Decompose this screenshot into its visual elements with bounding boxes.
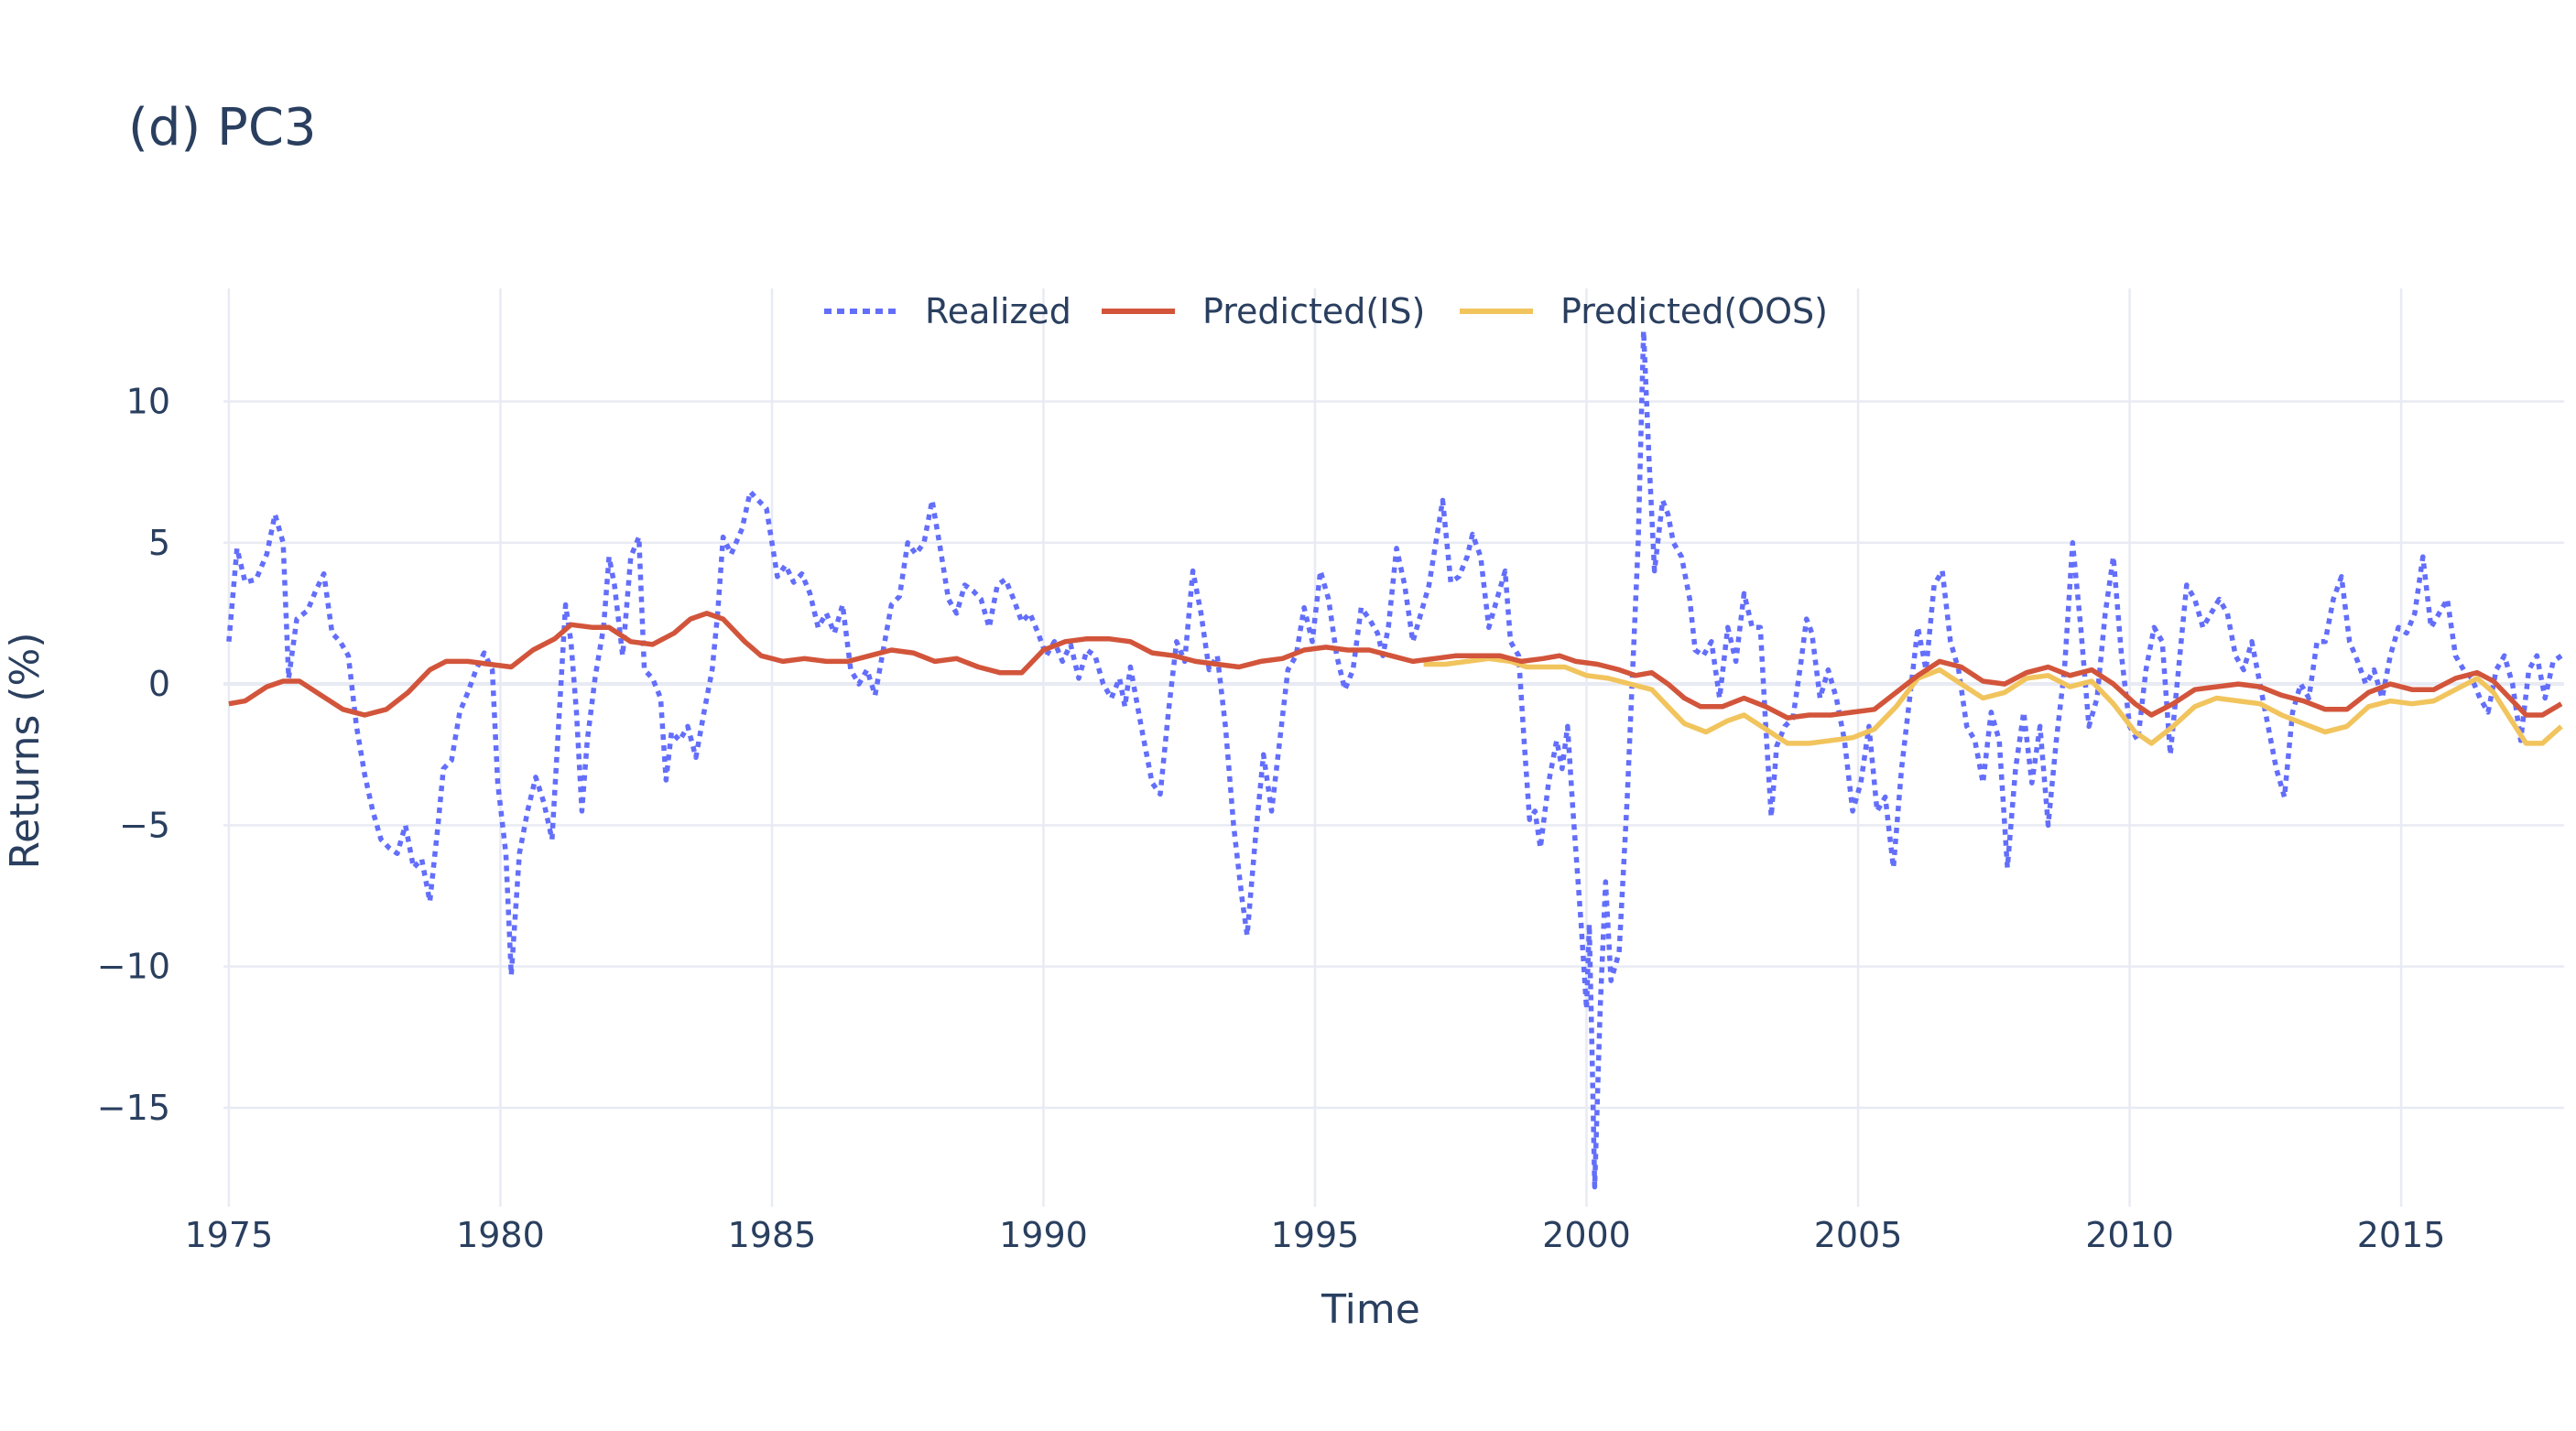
x-tick-label: 2015 [2357, 1215, 2446, 1255]
x-tick-label: 1980 [456, 1215, 545, 1255]
x-tick-label: 1985 [728, 1215, 817, 1255]
x-tick-label: 1990 [999, 1215, 1088, 1255]
grid [223, 288, 2564, 1207]
legend-label: Realized [925, 291, 1071, 331]
y-tick-label: 5 [148, 523, 170, 563]
legend-label: Predicted(IS) [1202, 291, 1425, 331]
series-line-predicted-oos [1423, 656, 2563, 746]
y-tick-label: −5 [119, 805, 170, 845]
legend-label: Predicted(OOS) [1560, 291, 1828, 331]
y-tick-label: 0 [148, 664, 170, 704]
x-tick-label: 2005 [1814, 1215, 1903, 1255]
y-axis-title: Returns (%) [2, 632, 49, 869]
series-layer [226, 328, 2563, 1190]
series-line-predicted-is [228, 611, 2563, 721]
x-axis-ticks: 1975 1980 1985 1990 1995 2000 2005 2010 2015 [185, 1215, 2446, 1255]
x-tick-label: 1995 [1271, 1215, 1360, 1255]
y-tick-label: 10 [126, 381, 170, 421]
y-tick-label: −15 [97, 1088, 170, 1128]
x-tick-label: 2000 [1542, 1215, 1631, 1255]
x-tick-label: 2010 [2085, 1215, 2174, 1255]
x-axis-title: Time [1321, 1286, 1420, 1333]
x-tick-label: 1975 [185, 1215, 274, 1255]
y-axis-ticks: −15 −10 −5 0 5 10 [97, 381, 170, 1128]
legend: Realized Predicted(IS) Predicted(OOS) [824, 291, 1828, 331]
y-tick-label: −10 [97, 947, 170, 987]
chart-title: (d) PC3 [128, 98, 317, 157]
series-line-realized [226, 328, 2563, 1190]
